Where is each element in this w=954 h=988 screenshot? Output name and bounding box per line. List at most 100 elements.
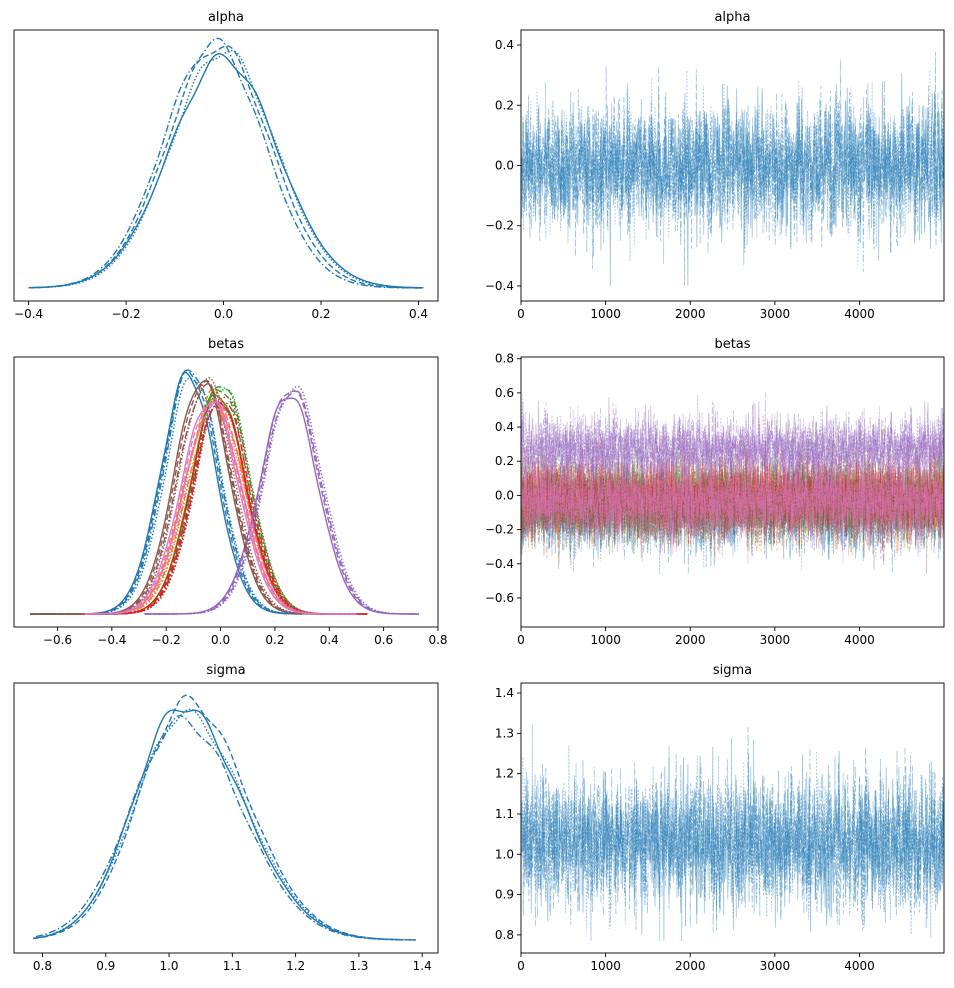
x-tick-label: 0.8 — [33, 959, 52, 973]
trace-line — [521, 396, 944, 514]
x-tick-label: 0.8 — [428, 633, 447, 647]
trace-line — [521, 59, 944, 273]
x-tick-label: 0.6 — [374, 633, 393, 647]
trace-line — [521, 454, 944, 555]
y-tick-label: −0.2 — [485, 219, 514, 233]
x-tick-label: 0 — [517, 959, 525, 973]
trace-lines — [521, 392, 944, 575]
trace-line — [521, 739, 944, 932]
axes-frame — [13, 682, 439, 954]
x-tick-label: −0.4 — [97, 633, 126, 647]
x-tick-label: 0.2 — [265, 633, 284, 647]
y-tick-label: 1.1 — [495, 807, 514, 821]
y-tick-label: 1.0 — [495, 847, 514, 861]
trace-line — [521, 429, 944, 550]
x-tick-label: 1000 — [590, 959, 621, 973]
density-curves — [32, 694, 416, 941]
y-tick-label: 1.4 — [495, 686, 514, 700]
y-tick-label: 0.0 — [495, 159, 514, 173]
panel-title: sigma — [206, 663, 245, 678]
trace-line — [521, 439, 944, 557]
x-tick-label: 4000 — [844, 959, 875, 973]
panel-title: alpha — [208, 10, 244, 25]
x-tick-label: 0.0 — [211, 633, 230, 647]
trace-lines — [521, 724, 944, 941]
density-line — [28, 37, 424, 289]
trace-lines — [521, 51, 944, 286]
y-tick-label: −0.4 — [485, 279, 514, 293]
y-tick-label: −0.6 — [485, 591, 514, 605]
y-tick-label: 0.2 — [495, 98, 514, 112]
trace-line — [521, 455, 944, 569]
x-tick-label: 0 — [517, 307, 525, 321]
trace-line — [521, 465, 944, 564]
density-line — [32, 694, 416, 941]
y-tick-label: 0.9 — [495, 888, 514, 902]
panel-alpha-density: alpha −0.4 −0.2 0.0 0.2 0.4 — [13, 10, 439, 321]
y-tick-label: 0.0 — [495, 488, 514, 502]
y-tick-label: 0.6 — [495, 386, 514, 400]
x-tick-label: 2000 — [675, 307, 706, 321]
y-tick-label: 0.8 — [495, 928, 514, 942]
x-tick-label: 0 — [517, 633, 525, 647]
trace-line — [521, 445, 944, 565]
trace-line — [521, 456, 944, 560]
density-line — [28, 45, 419, 289]
x-tick-label: 3000 — [760, 959, 791, 973]
x-tick-label: 2000 — [675, 959, 706, 973]
x-tick-label: 0.4 — [409, 307, 428, 321]
x-tick-label: 1.1 — [223, 959, 242, 973]
density-line — [84, 396, 357, 615]
axes-frame — [13, 29, 439, 302]
trace-line — [521, 462, 944, 575]
x-tick-label: 4000 — [844, 633, 875, 647]
density-line — [35, 714, 416, 941]
density-line — [30, 376, 351, 615]
axes-frame — [13, 356, 439, 628]
x-tick-label: −0.2 — [152, 633, 181, 647]
y-tick-label: 1.3 — [495, 726, 514, 740]
density-line — [84, 388, 351, 615]
trace-line — [521, 440, 944, 565]
axes-frame — [520, 682, 945, 954]
x-tick-label: 0.2 — [311, 307, 330, 321]
y-tick-label: 0.8 — [495, 352, 514, 366]
y-tick-label: 0.4 — [495, 420, 514, 434]
panel-sigma-trace: sigma 0 1000 2000 3000 4000 0.8 0.9 1.0 1.1 1.2 1.3… — [495, 663, 945, 973]
panel-betas-density: betas −0.6 −0.4 −0.2 0.0 0.2 0.4 0.6 0.8 — [13, 337, 448, 647]
y-tick-label: 0.4 — [495, 38, 514, 52]
trace-line — [521, 395, 944, 518]
density-curves — [28, 37, 424, 289]
x-tick-label: 4000 — [844, 307, 875, 321]
x-tick-label: 1.3 — [349, 959, 368, 973]
trace-line — [521, 442, 944, 554]
x-tick-label: 1.0 — [159, 959, 178, 973]
trace-line — [521, 401, 944, 503]
trace-line — [521, 70, 944, 265]
density-line — [84, 402, 368, 615]
x-tick-label: −0.2 — [112, 307, 141, 321]
x-tick-label: 1000 — [590, 633, 621, 647]
trace-line — [521, 392, 944, 517]
panel-title: alpha — [714, 10, 750, 25]
density-curves — [30, 369, 419, 615]
y-tick-label: 0.2 — [495, 454, 514, 468]
x-tick-label: 2000 — [675, 633, 706, 647]
panel-title: betas — [714, 337, 750, 352]
trace-line — [521, 746, 944, 941]
x-tick-label: 3000 — [760, 307, 791, 321]
panel-title: betas — [208, 337, 244, 352]
y-tick-label: −0.4 — [485, 557, 514, 571]
trace-line — [521, 51, 944, 286]
trace-line — [521, 454, 944, 574]
trace-line — [521, 443, 944, 551]
panel-betas-trace: betas 0 1000 2000 3000 4000 −0.6 −0.4 −0.2 0.0 0.2… — [485, 337, 945, 647]
trace-line — [521, 726, 944, 941]
x-tick-label: 1.4 — [413, 959, 432, 973]
density-line — [144, 385, 419, 615]
x-tick-label: 0.0 — [214, 307, 233, 321]
panel-alpha-trace: alpha 0 1000 2000 3000 4000 −0.4 −0.2 0.0 0.2 0.4 — [485, 10, 945, 321]
trace-line — [521, 440, 944, 552]
trace-line — [521, 439, 944, 555]
